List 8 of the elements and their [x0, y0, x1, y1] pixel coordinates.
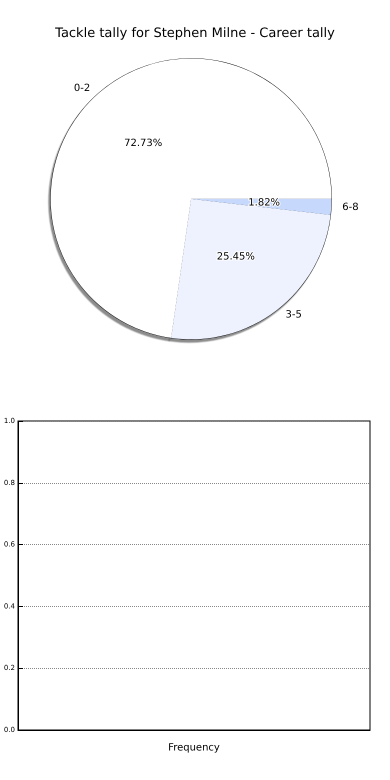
slice-label: 0-2	[74, 82, 90, 94]
data-label: 25.45%	[216, 251, 255, 262]
slice-label: 3-5	[286, 309, 302, 320]
slice-label: 6-8	[342, 202, 359, 213]
data-label: 1.82%	[248, 198, 280, 209]
data-label: 72.73%	[124, 138, 162, 150]
x-axis-title: Frequency	[168, 742, 220, 754]
chart-title: Tackle tally for Stephen Milne - Career tally	[54, 26, 336, 41]
